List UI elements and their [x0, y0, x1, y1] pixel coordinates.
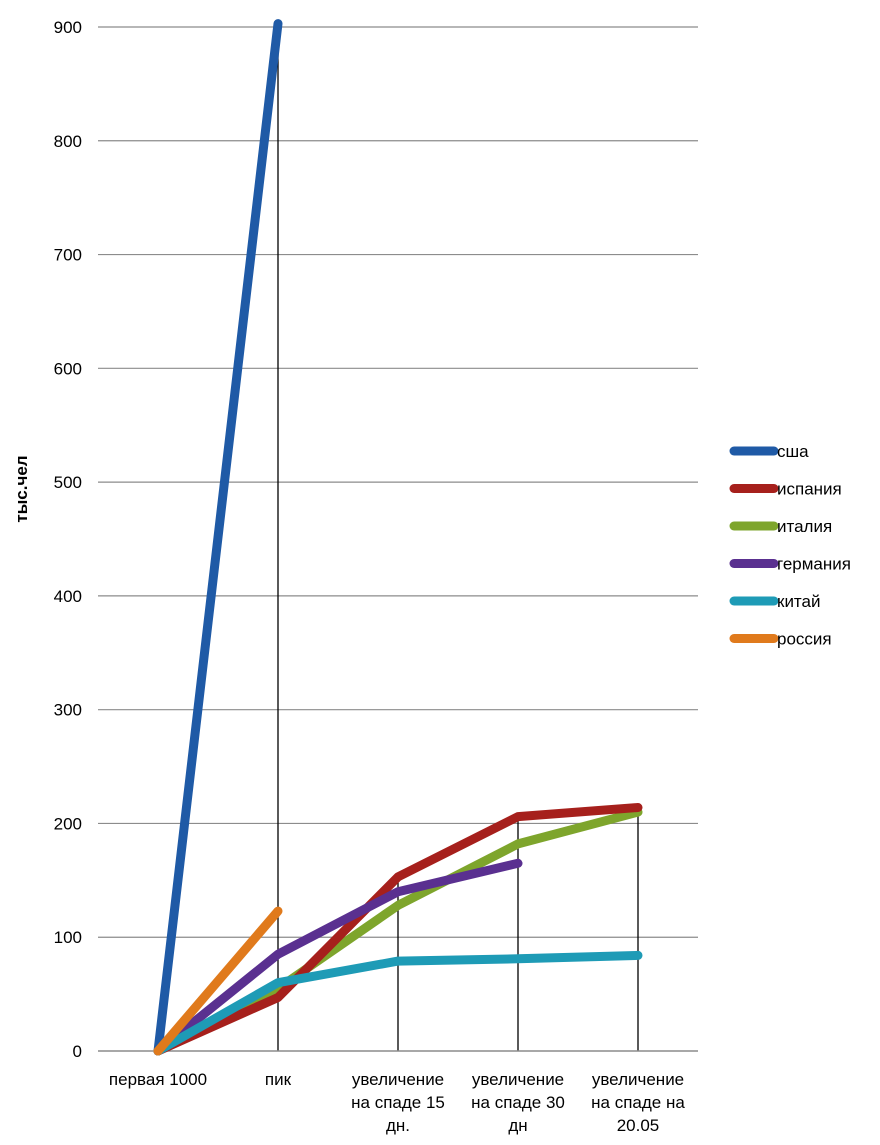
legend-entry: россия: [777, 630, 832, 649]
y-axis: 0 100 200 300 400 500 600 700 800 900: [54, 18, 82, 1061]
y-tick-label: 800: [54, 132, 82, 151]
y-tick-label: 300: [54, 701, 82, 720]
y-tick-label: 600: [54, 359, 82, 378]
x-tick-label-line: пик: [265, 1070, 292, 1089]
y-tick-label: 200: [54, 814, 82, 833]
legend: сша испания италия германия китай россия: [729, 442, 851, 649]
y-tick-label: 500: [54, 473, 82, 492]
x-axis: первая 1000 пик увеличение на спаде 15 дн.ув…: [98, 1050, 698, 1135]
y-tick-label: 900: [54, 18, 82, 37]
y-tick-label: 700: [54, 246, 82, 265]
x-tick-label-line: на спаде на: [591, 1093, 685, 1112]
x-tick-label-line: на спаде 30: [471, 1093, 565, 1112]
x-tick-label: первая 1000: [109, 1070, 207, 1089]
y-tick-label: 100: [54, 928, 82, 947]
x-tick-label-line: увеличение: [472, 1070, 564, 1089]
x-tick-label: пик: [265, 1070, 292, 1089]
x-tick-label: увеличение на спаде 30 дн: [471, 1070, 565, 1135]
x-tick-label: увеличение на спаде 15 дн.: [351, 1070, 445, 1135]
x-tick-label-line: дн.: [386, 1116, 410, 1135]
series-line-5: [153, 906, 283, 1056]
y-tick-label: 0: [73, 1042, 82, 1061]
legend-entry: италия: [777, 517, 832, 536]
y-axis-label: тыс.чел: [12, 455, 31, 522]
legend-entry: китай: [777, 592, 820, 611]
x-tick-label-line: дн: [508, 1116, 527, 1135]
drop-lines: [277, 23, 639, 1051]
x-tick-label-line: первая 1000: [109, 1070, 207, 1089]
x-tick-label-line: на спаде 15: [351, 1093, 445, 1112]
x-tick-label-line: увеличение: [592, 1070, 684, 1089]
legend-entry: германия: [777, 555, 851, 574]
x-tick-label: увеличение на спаде на 20.05: [591, 1070, 685, 1135]
x-tick-label-line: увеличение: [352, 1070, 444, 1089]
y-tick-label: 400: [54, 587, 82, 606]
series-lines: [153, 19, 643, 1056]
x-tick-label-line: 20.05: [617, 1116, 660, 1135]
series-line-3: [153, 858, 523, 1056]
series-line-1: [153, 803, 643, 1056]
legend-entry: испания: [777, 480, 842, 499]
series-line-0: [153, 19, 283, 1056]
legend-entry: сша: [777, 442, 809, 461]
series-line-4: [153, 950, 643, 1056]
